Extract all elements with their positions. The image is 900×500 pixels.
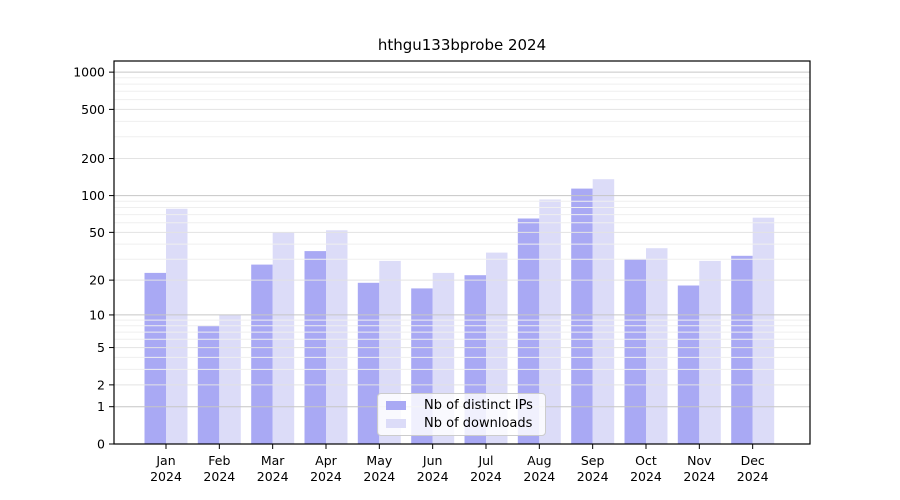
bar-downloads-apr [326, 230, 348, 444]
y-tick-label: 1 [97, 399, 105, 414]
x-tick-label-year: 2024 [737, 469, 769, 484]
legend-label-downloads: Nb of downloads [424, 415, 533, 431]
legend: Nb of distinct IPs Nb of downloads [377, 393, 546, 436]
x-tick-label-month: Apr [315, 453, 337, 468]
x-tick-label-year: 2024 [683, 469, 715, 484]
x-tick-label-month: Feb [208, 453, 230, 468]
x-tick-label-year: 2024 [470, 469, 502, 484]
bar-downloads-mar [272, 232, 295, 444]
y-tick-label: 200 [81, 151, 105, 166]
y-tick-label: 2 [97, 377, 105, 392]
x-tick-label-month: Nov [687, 453, 712, 468]
y-tick-label: 10 [89, 307, 105, 322]
bar-distinct-ips-oct [624, 259, 646, 444]
x-tick-label-month: Oct [635, 453, 657, 468]
y-tick-label: 5 [97, 340, 105, 355]
x-tick-label-year: 2024 [577, 469, 609, 484]
x-tick-label-year: 2024 [417, 469, 449, 484]
bar-distinct-ips-aug [517, 218, 540, 444]
legend-item-distinct-ips: Nb of distinct IPs [386, 398, 537, 413]
x-tick-label-month: Dec [741, 453, 765, 468]
y-tick-label: 50 [89, 225, 105, 240]
x-tick-label-month: Sep [581, 453, 605, 468]
x-tick-label-month: Mar [261, 453, 285, 468]
bar-distinct-ips-may [357, 282, 380, 444]
gridlines-group [114, 71, 810, 408]
y-tick-label: 100 [81, 188, 105, 203]
legend-swatch-downloads [386, 418, 406, 428]
bar-downloads-feb [219, 314, 241, 444]
y-tick-label: 0 [97, 437, 105, 452]
x-tick-label-year: 2024 [523, 469, 555, 484]
bar-distinct-ips-jan [144, 272, 166, 444]
x-tick-label-month: Jan [155, 453, 175, 468]
x-tick-label-month: Aug [527, 453, 551, 468]
legend-label-distinct-ips: Nb of distinct IPs [424, 398, 533, 414]
x-tick-label-year: 2024 [150, 469, 182, 484]
x-axis-group: Jan2024Feb2024Mar2024Apr2024May2024Jun20… [150, 444, 769, 484]
x-tick-label-year: 2024 [257, 469, 289, 484]
bar-downloads-dec [752, 217, 775, 444]
bar-distinct-ips-dec [731, 255, 753, 444]
bar-downloads-oct [646, 248, 668, 444]
x-tick-label-month: Jun [422, 453, 443, 468]
legend-item-downloads: Nb of downloads [386, 416, 537, 431]
bar-downloads-nov [699, 260, 721, 444]
plot-border [113, 60, 811, 445]
legend-swatch-distinct-ips [386, 401, 406, 411]
x-tick-label-year: 2024 [203, 469, 235, 484]
chart-title: hthgu133bprobe 2024 [377, 36, 547, 54]
bar-distinct-ips-sep [571, 188, 593, 444]
bar-downloads-aug [539, 199, 561, 444]
bar-distinct-ips-nov [677, 285, 700, 444]
x-tick-label-year: 2024 [363, 469, 395, 484]
x-tick-label-month: Jul [477, 453, 493, 468]
x-tick-label-year: 2024 [310, 469, 342, 484]
bar-distinct-ips-mar [251, 264, 273, 444]
y-tick-label: 500 [81, 102, 105, 117]
x-tick-label-month: May [366, 453, 392, 468]
y-tick-label: 20 [89, 273, 105, 288]
x-tick-label-year: 2024 [630, 469, 662, 484]
bar-downloads-sep [592, 179, 615, 444]
y-tick-label: 1000 [73, 65, 105, 80]
